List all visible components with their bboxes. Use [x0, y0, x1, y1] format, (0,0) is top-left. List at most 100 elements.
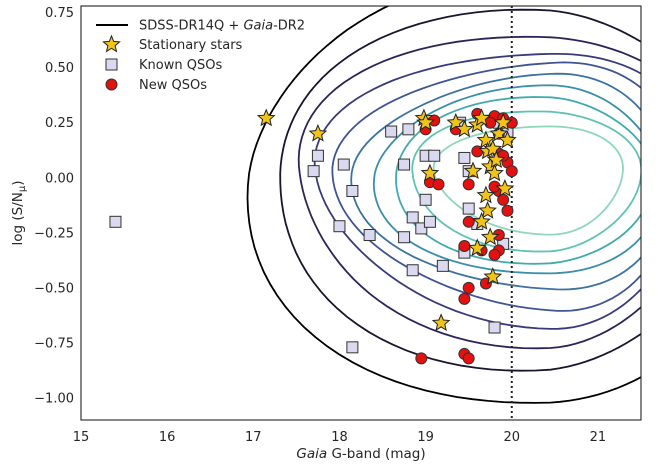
x-axis-label-rest: G-band (mag)	[327, 446, 425, 462]
circle-point-13	[462, 352, 475, 365]
circle-point-7	[462, 215, 475, 228]
square-point-8	[346, 341, 359, 354]
y-axis-ticks: 0.75 0.50 0.25 0.00 −0.25 −0.50 −0.75 −1.00	[34, 6, 74, 406]
contour-level-2	[411, 110, 641, 253]
x-axis-ticks: 15 16 17 18 19 20 21	[73, 430, 606, 445]
square-point-11	[402, 123, 415, 136]
star-point-26	[486, 150, 506, 169]
square-point-10	[398, 158, 411, 171]
y-tick-label: 0.00	[45, 171, 74, 186]
legend-circle-marker	[105, 78, 118, 91]
circle-point-10	[458, 292, 471, 305]
y-tick-label: −1.00	[34, 391, 74, 406]
y-tick-label: 0.25	[45, 116, 74, 131]
star-point-25	[431, 313, 451, 332]
plot-frame	[80, 5, 642, 421]
contour-level-10	[246, 6, 641, 404]
star-point-18	[498, 130, 517, 149]
star-point-7	[455, 119, 474, 138]
data-points	[109, 107, 518, 365]
legend-entry-contours: SDSS-DR14Q + Gaia-DR2	[139, 19, 305, 34]
contour-level-8	[297, 35, 641, 350]
square-point-7	[363, 229, 376, 242]
legend-entry-stars: Stationary stars	[139, 38, 243, 53]
square-point-26	[488, 321, 501, 334]
star-point-8	[463, 161, 483, 180]
square-point-23	[462, 202, 475, 215]
star-point-24	[483, 267, 503, 285]
circle-point-9	[462, 281, 475, 294]
y-axis-label: log (S/Nμ)	[10, 180, 28, 245]
x-tick-label: 19	[417, 430, 434, 445]
contour-level-4	[372, 84, 641, 275]
star-point-21	[472, 211, 491, 230]
y-tick-label: 0.75	[45, 6, 74, 21]
star-point-11	[476, 130, 496, 149]
circle-point-11	[415, 352, 428, 365]
legend-star-shape	[102, 34, 121, 53]
contour-level-6	[331, 61, 641, 312]
square-point-21	[458, 151, 471, 164]
legend-entry-known: Known QSOs	[139, 58, 222, 73]
contour-level-9	[279, 8, 641, 372]
square-point-9	[385, 125, 398, 138]
square-point-4	[337, 158, 350, 171]
x-axis-label: Gaia G-band (mag)	[296, 446, 425, 462]
x-tick-label: 21	[590, 430, 607, 445]
star-point-27	[495, 178, 515, 197]
star-point-20	[478, 200, 497, 219]
star-point-15	[485, 163, 504, 182]
y-tick-label: −0.75	[34, 336, 74, 351]
x-tick-label: 16	[159, 430, 176, 445]
star-point-19	[476, 185, 496, 204]
y-tick-label: 0.50	[45, 61, 74, 76]
square-point-14	[415, 222, 428, 235]
circle-point-23	[505, 165, 518, 178]
circle-point-4	[432, 178, 445, 191]
star-point-5	[420, 163, 440, 182]
y-axis-label-end: )	[10, 180, 26, 185]
star-point-23	[467, 238, 487, 257]
y-tick-label: −0.25	[34, 226, 74, 241]
square-point-12	[398, 231, 411, 244]
square-point-17	[428, 149, 441, 162]
x-axis-label-italic: Gaia	[296, 446, 327, 462]
star-point-22	[480, 227, 500, 246]
square-point-19	[423, 215, 436, 228]
square-point-1	[109, 215, 122, 228]
square-point-18	[419, 193, 432, 206]
circle-point-8	[458, 240, 471, 253]
square-point-6	[333, 220, 346, 233]
legend-square-marker	[105, 58, 118, 71]
x-tick-label: 17	[245, 430, 262, 445]
contour-level-5	[350, 72, 641, 291]
star-point-2	[308, 123, 328, 142]
square-point-2	[307, 165, 320, 178]
legend: SDSS-DR14Q + Gaia-DR2 Stationary stars K…	[96, 19, 305, 93]
legend-star-marker	[102, 34, 121, 53]
legend-contours-part2: Gaia	[243, 19, 273, 34]
star-point-17	[493, 112, 513, 131]
square-point-5	[346, 184, 359, 197]
star-point-4	[416, 112, 435, 131]
legend-entry-new: New QSOs	[139, 78, 207, 93]
y-axis-label-sub: μ	[17, 185, 28, 192]
circle-point-26	[501, 204, 514, 217]
circle-point-29	[488, 248, 501, 261]
square-point-20	[436, 259, 449, 272]
x-tick-label: 18	[331, 430, 348, 445]
y-axis-label-main: log (S/N	[10, 192, 26, 245]
x-tick-label: 20	[503, 430, 520, 445]
star-point-1	[256, 108, 276, 127]
square-point-15	[406, 264, 419, 277]
contour-level-1	[432, 125, 624, 236]
square-point-3	[311, 149, 324, 162]
legend-contours-part1: SDSS-DR14Q +	[139, 19, 243, 34]
star-point-10	[472, 108, 491, 127]
circle-point-6	[462, 178, 475, 191]
contour-level-3	[395, 96, 641, 265]
legend-contours-part3: -DR2	[273, 19, 305, 34]
density-contours	[246, 6, 641, 404]
circle-point-25	[497, 193, 510, 206]
